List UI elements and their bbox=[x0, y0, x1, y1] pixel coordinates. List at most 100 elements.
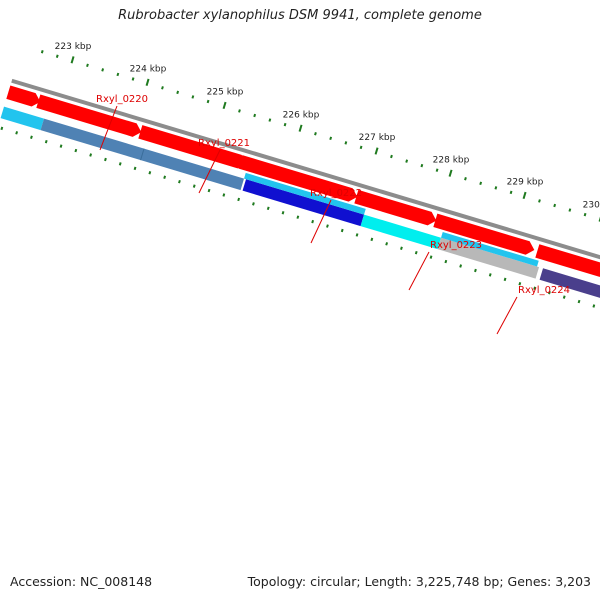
outer-tick bbox=[385, 242, 389, 246]
minor-tick bbox=[176, 90, 180, 95]
cds-arrow-6 bbox=[433, 213, 535, 255]
gene-label-layer: Rxyl_0220 Rxyl_0221 Rxyl_0222 Rxyl_0223 Rxyl… bbox=[96, 94, 570, 335]
feature-subband-rxyl-0224 bbox=[441, 231, 539, 267]
outer-tick bbox=[207, 188, 211, 193]
minor-tick bbox=[538, 199, 541, 203]
kbp-label: 224 kbp bbox=[130, 64, 167, 74]
minor-tick bbox=[206, 99, 210, 104]
major-tick bbox=[145, 78, 150, 86]
outer-tick bbox=[355, 233, 359, 237]
minor-tick bbox=[314, 132, 317, 136]
outer-tick bbox=[252, 202, 255, 206]
outer-tick bbox=[89, 153, 93, 157]
minor-tick bbox=[583, 212, 587, 217]
minor-tick bbox=[479, 181, 483, 186]
outer-tick bbox=[163, 175, 167, 179]
cds-arrow-7 bbox=[535, 244, 600, 277]
accession-text: Accession: NC_008148 bbox=[10, 574, 153, 589]
minor-tick bbox=[161, 86, 164, 90]
major-tick bbox=[522, 191, 527, 200]
minor-tick bbox=[568, 208, 572, 212]
kbp-label-layer: 223 kbp 224 kbp 225 kbp 226 kbp 227 kbp 228 k… bbox=[55, 42, 600, 210]
feature-segment-rxyl-0224 bbox=[437, 237, 540, 279]
minor-tick bbox=[253, 113, 257, 118]
gene-leader-line bbox=[496, 296, 518, 335]
kbp-label: 225 kbp bbox=[207, 88, 244, 98]
minor-tick bbox=[344, 141, 348, 145]
outer-tick bbox=[104, 157, 107, 162]
gene-label: Rxyl_0220 bbox=[96, 94, 148, 105]
minor-tick bbox=[553, 203, 557, 208]
outer-tick bbox=[74, 148, 78, 153]
cds-arrow-1 bbox=[6, 85, 41, 107]
outer-tick bbox=[340, 228, 344, 233]
major-tick bbox=[298, 124, 303, 132]
major-tick bbox=[222, 101, 227, 110]
cds-arrow-2 bbox=[36, 94, 142, 137]
outer-tick bbox=[444, 259, 448, 264]
minor-tick bbox=[359, 145, 363, 150]
outer-tick bbox=[30, 135, 33, 139]
gene-leader-line bbox=[198, 149, 221, 194]
colored-feature-track bbox=[0, 106, 600, 298]
outer-tick bbox=[0, 126, 4, 131]
minor-tick bbox=[101, 68, 105, 72]
gene-leader-line bbox=[99, 105, 118, 151]
outer-tick bbox=[15, 131, 19, 135]
minor-tick bbox=[238, 109, 241, 113]
outer-tick bbox=[459, 264, 463, 268]
minor-tick bbox=[86, 63, 89, 68]
kbp-label: 226 kbp bbox=[283, 110, 320, 120]
gene-label: Rxyl_0223 bbox=[430, 240, 482, 251]
feature-subband-rxyl-0222 bbox=[244, 172, 366, 215]
minor-tick bbox=[494, 186, 498, 190]
outer-tick bbox=[326, 224, 329, 228]
minor-tick bbox=[131, 77, 135, 81]
outer-tick bbox=[178, 179, 181, 184]
outer-tick bbox=[118, 162, 122, 166]
outer-tick bbox=[548, 290, 551, 295]
kbp-label: 229 kbp bbox=[507, 178, 544, 188]
gene-label: Rxyl_0222 bbox=[310, 188, 362, 199]
feature-segment-rxyl-0223 bbox=[360, 214, 442, 250]
outer-tick bbox=[400, 246, 403, 250]
outer-tick bbox=[133, 166, 137, 171]
outer-tick-row bbox=[0, 126, 596, 308]
gene-leader-line bbox=[310, 199, 332, 244]
minor-tick bbox=[283, 122, 287, 127]
outer-tick bbox=[237, 197, 241, 202]
minor-tick bbox=[420, 163, 424, 168]
feature-segment-rxyl-0219 bbox=[0, 106, 45, 131]
minor-tick bbox=[268, 118, 272, 122]
minor-tick bbox=[55, 54, 59, 58]
minor-tick bbox=[329, 136, 333, 141]
gene-label: Rxyl_0221 bbox=[198, 138, 250, 149]
outer-tick bbox=[370, 237, 374, 242]
inner-tick-row bbox=[40, 50, 600, 222]
cds-arrow-5 bbox=[354, 189, 437, 226]
outer-tick bbox=[429, 255, 433, 259]
major-tick bbox=[70, 56, 75, 64]
kbp-label: 228 kbp bbox=[433, 155, 470, 165]
kbp-label: 223 kbp bbox=[55, 42, 92, 52]
minor-tick bbox=[405, 159, 409, 163]
outer-tick bbox=[577, 299, 581, 304]
backbone-line bbox=[11, 78, 600, 260]
outer-tick bbox=[59, 144, 63, 148]
minor-tick bbox=[40, 50, 44, 54]
minor-tick bbox=[509, 190, 513, 195]
kbp-label: 230 kbp bbox=[583, 200, 600, 210]
map-title: Rubrobacter xylanophilus DSM 9941, compl… bbox=[118, 8, 482, 23]
outer-tick bbox=[44, 139, 48, 144]
major-tick bbox=[448, 169, 453, 177]
outer-tick bbox=[488, 273, 492, 277]
kbp-label: 227 kbp bbox=[359, 133, 396, 143]
outer-tick bbox=[518, 282, 522, 286]
cds-arrow-3 bbox=[138, 125, 247, 169]
feature-segment-rxyl-0222 bbox=[242, 179, 365, 227]
gene-label: Rxyl_0224 bbox=[518, 285, 570, 296]
outer-tick bbox=[474, 268, 477, 273]
topology-text: Topology: circular; Length: 3,225,748 bp… bbox=[247, 574, 591, 589]
backbone-track bbox=[11, 78, 600, 260]
